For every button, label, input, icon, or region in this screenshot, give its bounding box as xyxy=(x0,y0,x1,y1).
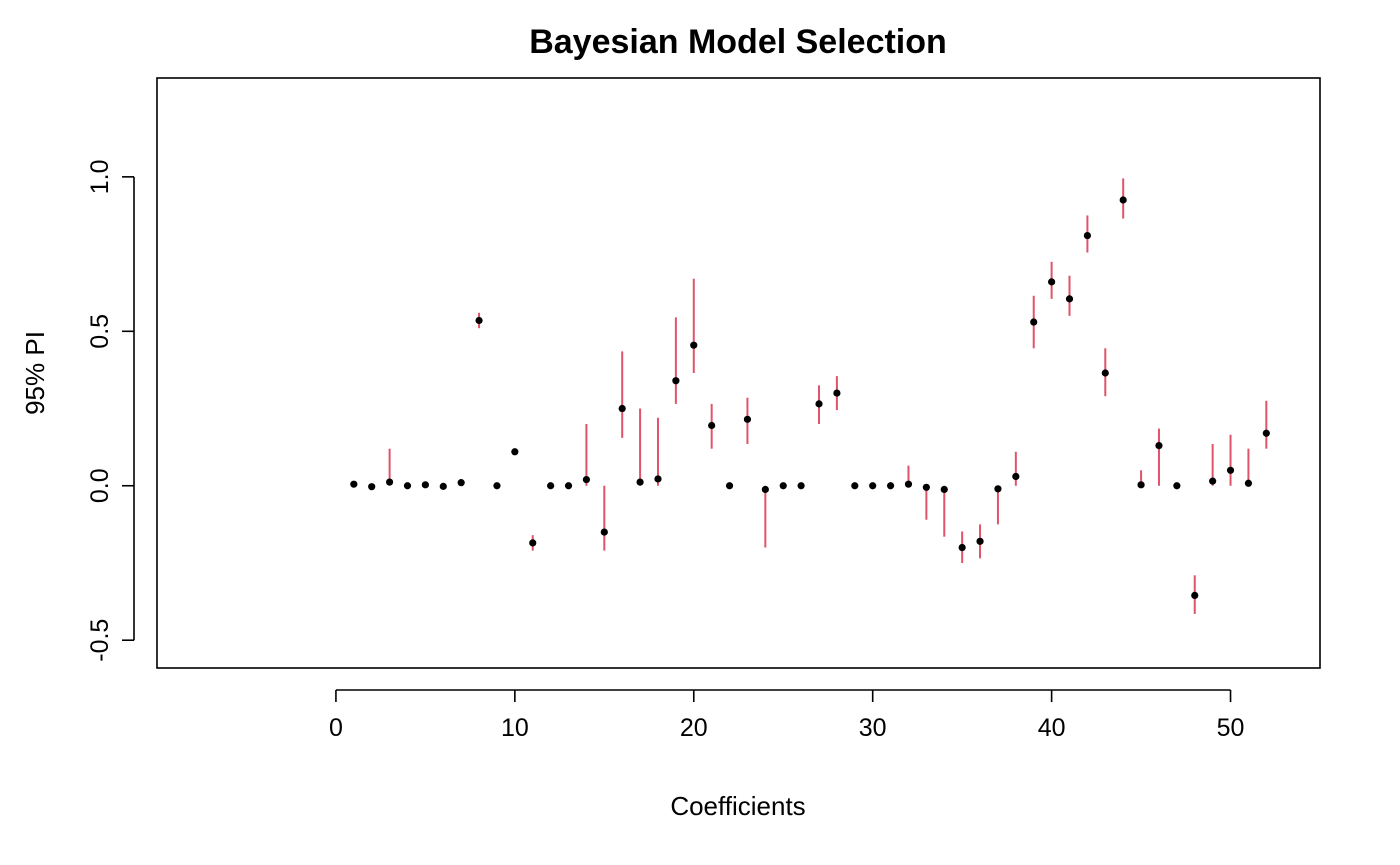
data-point xyxy=(690,341,698,349)
data-point xyxy=(564,482,573,490)
data-point xyxy=(886,482,895,490)
y-tick-label: 0.0 xyxy=(86,468,114,503)
data-point xyxy=(725,482,734,490)
point-group xyxy=(350,196,1270,600)
data-point xyxy=(1083,231,1091,240)
data-point xyxy=(421,481,429,489)
x-tick-label: 20 xyxy=(680,714,708,742)
data-point xyxy=(636,478,644,486)
x-tick-label: 30 xyxy=(859,714,887,742)
x-axis-label: Coefficients xyxy=(670,791,805,821)
y-axis: -0.5 0.0 0.5 1.0 xyxy=(86,159,135,662)
plot-frame xyxy=(156,77,1321,669)
y-tick-label: 1.0 xyxy=(86,159,114,194)
data-point xyxy=(403,482,412,490)
data-point xyxy=(1173,482,1181,490)
data-point xyxy=(994,485,1002,493)
data-point xyxy=(851,482,859,490)
data-point xyxy=(976,537,984,545)
data-point xyxy=(869,482,877,490)
data-point xyxy=(833,389,841,397)
data-point xyxy=(511,448,519,456)
data-point xyxy=(672,377,680,385)
data-point xyxy=(922,483,930,491)
x-axis: 0 10 20 30 40 50 xyxy=(329,689,1245,742)
x-tick-label: 40 xyxy=(1038,714,1066,742)
data-point xyxy=(743,415,752,423)
data-point xyxy=(1065,295,1074,303)
x-tick-label: 10 xyxy=(501,714,529,742)
x-tick-label: 0 xyxy=(329,714,343,742)
data-point xyxy=(439,482,447,490)
data-point xyxy=(1209,477,1217,485)
data-point xyxy=(1226,466,1235,474)
data-point xyxy=(797,482,805,490)
data-point xyxy=(815,400,823,408)
data-point xyxy=(493,482,501,490)
data-point xyxy=(940,485,948,494)
data-point xyxy=(958,543,966,552)
data-point xyxy=(779,482,787,490)
data-point xyxy=(350,480,358,488)
data-point xyxy=(1119,196,1127,204)
y-tick-label: -0.5 xyxy=(86,619,114,662)
y-tick-label: 0.5 xyxy=(86,314,114,349)
data-point xyxy=(368,483,376,491)
data-point xyxy=(1012,472,1020,481)
data-point xyxy=(761,485,769,494)
data-point xyxy=(547,482,555,490)
data-point xyxy=(654,475,662,483)
data-point xyxy=(1030,318,1038,326)
data-point xyxy=(904,480,913,488)
data-point xyxy=(1191,591,1199,600)
data-point xyxy=(475,316,483,325)
y-axis-label: 95% PI xyxy=(20,331,50,415)
data-point xyxy=(708,421,716,430)
data-point xyxy=(1155,441,1163,450)
data-point xyxy=(600,528,608,536)
data-point xyxy=(582,475,591,484)
data-point xyxy=(1244,479,1253,487)
data-point xyxy=(529,539,537,547)
data-point xyxy=(1137,481,1145,489)
x-tick-label: 50 xyxy=(1217,714,1245,742)
data-point xyxy=(1262,429,1270,437)
data-point xyxy=(1048,278,1056,286)
data-point xyxy=(386,478,394,486)
data-point xyxy=(457,479,465,487)
chart-title: Bayesian Model Selection xyxy=(529,23,947,61)
interval-group xyxy=(388,178,1268,614)
data-point xyxy=(618,404,626,413)
data-point xyxy=(1101,369,1109,377)
